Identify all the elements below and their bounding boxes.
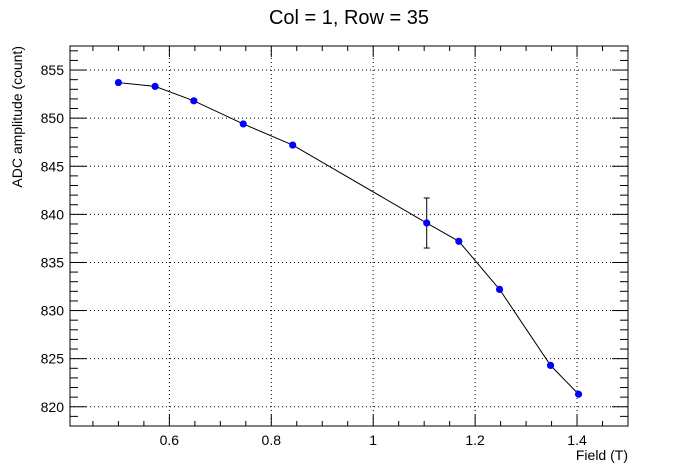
y-tick-label: 850 (41, 110, 65, 126)
data-point (289, 141, 297, 149)
x-tick-label: 1 (369, 432, 377, 448)
axis-ticks (70, 46, 629, 427)
y-tick-labels: 820 825 830 835 840 845 850 855 (41, 62, 65, 415)
y-tick-label: 845 (41, 158, 65, 174)
x-tick-label: 1.2 (465, 432, 485, 448)
x-tick-label: 1.4 (567, 432, 587, 448)
y-tick-label: 840 (41, 206, 65, 222)
y-tick-label: 820 (41, 399, 65, 415)
x-tick-label: 0.6 (160, 432, 180, 448)
y-tick-label: 855 (41, 62, 65, 78)
data-point (239, 120, 247, 128)
x-tick-label: 0.8 (262, 432, 282, 448)
x-tick-labels: 0.6 0.8 1 1.2 1.4 (160, 432, 587, 448)
x-axis-title: Field (T) (576, 447, 628, 463)
data-point (151, 82, 159, 91)
y-tick-label: 825 (41, 351, 65, 367)
y-axis-title: ADC amplitude (count) (9, 46, 25, 188)
data-point (423, 219, 431, 227)
series-line (118, 82, 579, 395)
data-point (114, 78, 123, 87)
data-point (455, 237, 463, 245)
plot-frame (69, 45, 629, 427)
y-tick-label: 835 (41, 254, 65, 270)
chart-title: Col = 1, Row = 35 (269, 7, 429, 29)
grid-lines (70, 46, 628, 426)
y-tick-label: 830 (41, 303, 65, 319)
data-point (495, 285, 504, 293)
data-point (574, 390, 583, 398)
data-series (114, 78, 583, 398)
data-point (190, 97, 198, 105)
data-point (546, 361, 555, 369)
